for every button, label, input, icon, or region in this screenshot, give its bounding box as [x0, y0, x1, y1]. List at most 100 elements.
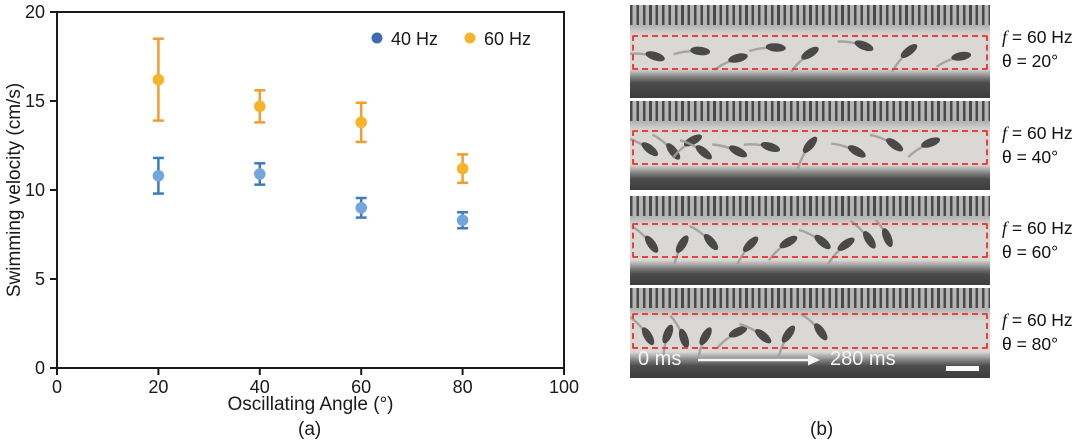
fish-body: [678, 328, 690, 348]
fish-body: [703, 233, 719, 251]
robot-fish-silhouette: [630, 315, 655, 346]
data-point: [355, 202, 368, 214]
fish-body: [699, 327, 712, 346]
x-tick-label: 0: [52, 377, 62, 397]
robot-fish-silhouette: [662, 324, 674, 356]
data-point: [456, 214, 469, 227]
fish-body: [951, 51, 972, 61]
frequency-label: f = 60 Hz: [1002, 27, 1073, 47]
fish-body: [814, 323, 828, 341]
plot-box: [56, 11, 565, 369]
robot-fish-timelapse: [630, 312, 828, 356]
fish-body: [755, 329, 772, 344]
fish-body: [854, 40, 874, 52]
fish-body: [645, 51, 665, 62]
robot-fish-silhouette: [777, 325, 796, 356]
robot-fish-silhouette: [837, 40, 874, 52]
robot-fish-timelapse: [630, 133, 941, 169]
data-point: [152, 169, 165, 182]
y-tick-label: 20: [25, 2, 45, 22]
fish-body: [863, 231, 876, 249]
y-tick-label: 5: [35, 269, 45, 289]
fish-body: [644, 235, 659, 253]
robot-fish-silhouette: [630, 51, 665, 62]
frequency-label: f = 60 Hz: [1002, 310, 1073, 330]
robot-fish-silhouette: [672, 235, 689, 264]
specimen-strip-1: [630, 5, 990, 98]
fish-body: [728, 53, 748, 63]
fish-body: [802, 136, 818, 153]
ruler-scale-icon: [630, 5, 990, 25]
robot-fish-timelapse: [631, 220, 893, 264]
fish-body: [921, 137, 941, 148]
robot-fish-silhouette: [849, 220, 876, 249]
data-point: [456, 162, 469, 175]
strip-condition-label: f = 60 Hz θ = 60°: [1002, 216, 1080, 264]
robot-fish-silhouette: [651, 133, 681, 160]
fish-body: [801, 46, 819, 60]
robot-fish-silhouette: [869, 133, 904, 152]
robot-fish-silhouette: [743, 141, 780, 153]
robot-fish-silhouette: [796, 136, 818, 169]
theta-label: θ = 60°: [1002, 242, 1059, 262]
fish-body: [814, 234, 831, 250]
specimen-strip-3: [630, 196, 990, 285]
fish-body: [662, 324, 674, 344]
fish-body: [847, 145, 866, 158]
strip-condition-label: f = 60 Hz θ = 40°: [1002, 121, 1080, 169]
robot-fish-silhouette: [712, 143, 748, 158]
time-start-label: 0 ms: [638, 348, 682, 370]
ruler-scale-icon: [630, 196, 990, 216]
fish-body: [837, 237, 855, 251]
legend-marker: [371, 32, 383, 44]
fish-body: [690, 46, 711, 56]
x-tick-label: 20: [148, 377, 168, 397]
fish-body: [695, 145, 712, 160]
robot-fish-silhouette: [696, 327, 712, 356]
x-tick-label: 40: [250, 377, 270, 397]
fish-body: [742, 236, 759, 252]
specimen-strip-2: [630, 101, 990, 190]
robot-fish-silhouette: [669, 314, 690, 348]
data-point: [355, 116, 368, 129]
fish-body: [641, 142, 659, 157]
tracking-region-outline: [632, 313, 988, 349]
frequency-label: f = 60 Hz: [1002, 218, 1073, 238]
robot-fish-silhouette: [798, 228, 831, 250]
robot-fish-silhouette: [831, 142, 866, 158]
robot-fish-silhouette: [907, 137, 941, 158]
robot-fish-timelapse: [630, 40, 972, 73]
data-point: [152, 73, 165, 86]
robot-fish-silhouette: [790, 46, 819, 73]
fish-body: [675, 235, 689, 253]
data-point: [253, 168, 266, 180]
legend-label: 40 Hz: [391, 29, 438, 49]
velocity-chart: 0 20 40 60 80 100 0 5 10 15 20 Oscillating Angle (°…: [4, 2, 579, 415]
robot-fish-silhouette: [689, 224, 719, 251]
theta-label: θ = 40°: [1002, 147, 1059, 167]
data-point: [253, 100, 266, 113]
legend-marker: [464, 32, 476, 44]
robot-fish-silhouette: [871, 220, 893, 248]
strip-condition-label: f = 60 Hz θ = 80°: [1002, 308, 1080, 356]
fish-body: [728, 145, 748, 158]
frequency-label: f = 60 Hz: [1002, 123, 1073, 143]
y-axis-label: Swimming velocity (cm/s): [4, 83, 25, 297]
scale-bar: [946, 366, 979, 371]
fish-body: [779, 235, 798, 249]
tracking-region-outline: [632, 35, 988, 70]
tracking-region-outline: [632, 223, 988, 258]
robot-fish-silhouette: [891, 44, 918, 73]
robot-fish-silhouette: [767, 235, 798, 261]
panel-b-label: (b): [810, 419, 834, 440]
x-tick-label: 80: [453, 377, 473, 397]
robot-fish-silhouette: [739, 322, 772, 344]
y-tick-label: 10: [25, 180, 45, 200]
tracking-region-outline: [632, 130, 988, 165]
fish-body: [781, 325, 796, 343]
x-axis-label: Oscillating Angle (°): [228, 394, 394, 415]
x-tick-label: 60: [351, 377, 371, 397]
robot-fish-silhouette: [735, 236, 759, 264]
ruler-scale-icon: [630, 288, 990, 308]
